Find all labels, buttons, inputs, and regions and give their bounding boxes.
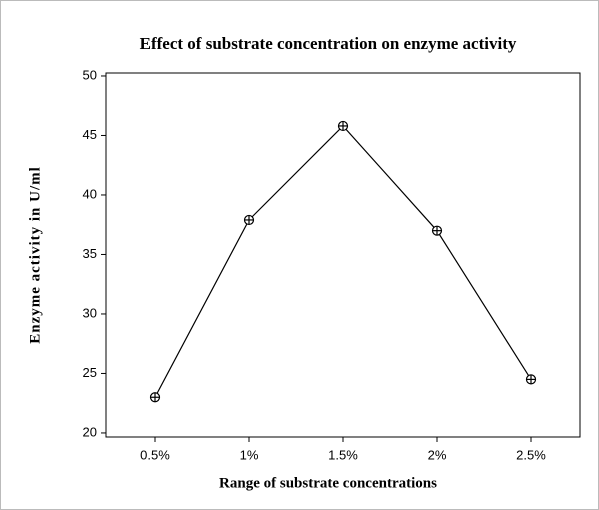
y-tick-label: 40 [83, 186, 97, 201]
x-tick-label: 2.5% [516, 447, 546, 462]
data-point [243, 214, 255, 226]
x-tick-label: 2% [428, 447, 447, 462]
chart-title: Effect of substrate concentration on enz… [140, 34, 517, 53]
data-point [525, 374, 537, 385]
data-point [431, 225, 443, 236]
y-tick-label: 30 [83, 305, 97, 320]
data-point [149, 392, 161, 403]
x-tick-label: 0.5% [140, 447, 170, 462]
x-tick-label: 1.5% [328, 447, 358, 462]
y-tick-label: 45 [83, 127, 97, 142]
x-axis-label: Range of substrate concentrations [219, 475, 437, 491]
data-point [337, 120, 349, 132]
y-tick-label: 35 [83, 246, 97, 261]
x-tick-label: 1% [240, 447, 259, 462]
y-axis-label: Enzyme activity in U/ml [27, 166, 43, 344]
y-tick-label: 50 [83, 67, 97, 82]
y-tick-label: 25 [83, 365, 97, 380]
y-tick-label: 20 [83, 424, 97, 439]
